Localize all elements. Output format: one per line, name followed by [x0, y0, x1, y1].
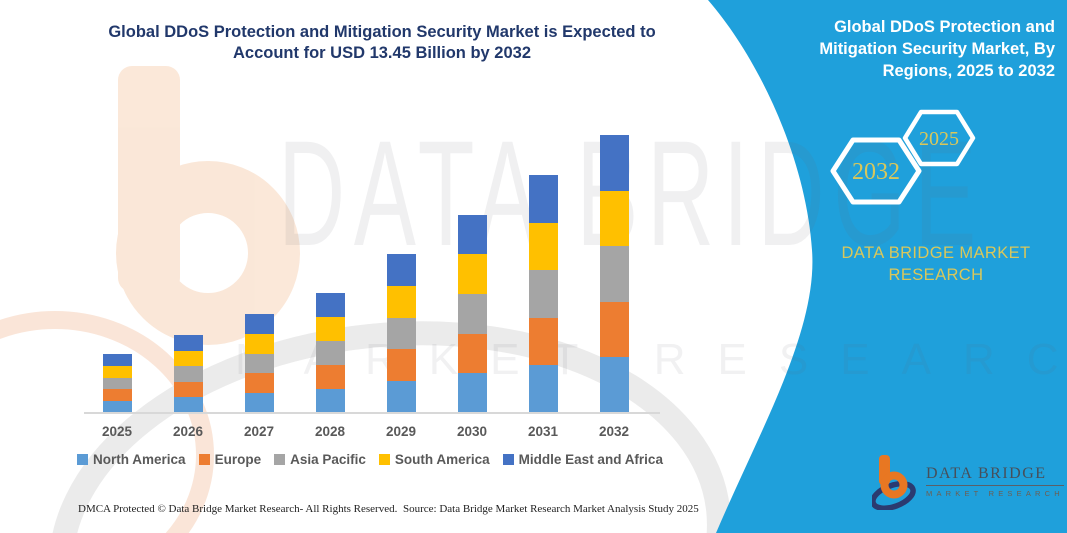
- bar-segment-south-america-2030: [457, 254, 487, 294]
- bar-segment-europe-2029: [386, 349, 416, 382]
- bar-segment-asia-pacific-2032: [599, 246, 629, 302]
- bar-segment-south-america-2032: [599, 190, 629, 247]
- bar-segment-south-america-2028: [315, 317, 345, 342]
- bar-segment-asia-pacific-2031: [528, 270, 558, 318]
- bar-segment-south-america-2029: [386, 285, 416, 318]
- x-axis-label-2028: 2028: [314, 424, 346, 439]
- bar-segment-europe-2028: [315, 365, 345, 390]
- bar-segment-asia-pacific-2028: [315, 341, 345, 366]
- logo-b-icon: [872, 455, 916, 510]
- legend-item-asia-pacific: Asia Pacific: [274, 452, 366, 467]
- bar-segment-middle-east-and-africa-2030: [457, 214, 487, 255]
- hexagon-badge-2025: 2025: [902, 109, 976, 167]
- x-axis-label-2032: 2032: [598, 424, 630, 439]
- bar-2032: [599, 135, 629, 413]
- bar-segment-north-america-2027: [244, 393, 274, 413]
- x-axis-label-2027: 2027: [243, 424, 275, 439]
- x-axis-label-2029: 2029: [385, 424, 417, 439]
- bar-2028: [315, 293, 345, 413]
- x-axis-label-2031: 2031: [527, 424, 559, 439]
- bar-2027: [244, 313, 274, 413]
- bar-segment-south-america-2025: [102, 365, 132, 378]
- bar-segment-north-america-2030: [457, 373, 487, 413]
- bar-segment-middle-east-and-africa-2028: [315, 293, 345, 318]
- bar-segment-europe-2027: [244, 373, 274, 394]
- bar-segment-asia-pacific-2025: [102, 377, 132, 390]
- logo-text-block: DATA BRIDGE MARKET RESEARCH: [926, 465, 1064, 498]
- bar-segment-north-america-2029: [386, 381, 416, 413]
- chart-legend: North America Europe Asia Pacific South Ame…: [50, 452, 690, 467]
- bar-segment-middle-east-and-africa-2027: [244, 313, 274, 334]
- legend-label: Middle East and Africa: [518, 452, 663, 467]
- panel-title-line3: Regions, 2025 to 2032: [882, 62, 1055, 80]
- hexagon-2025-label: 2025: [919, 128, 959, 150]
- x-axis-label-2026: 2026: [172, 424, 204, 439]
- bar-segment-north-america-2025: [102, 401, 132, 413]
- panel-title-line2: Mitigation Security Market, By: [819, 40, 1055, 58]
- bar-segment-europe-2031: [528, 317, 558, 366]
- legend-label: Asia Pacific: [290, 452, 366, 467]
- panel-brand-caption-line2: RESEARCH: [888, 266, 984, 284]
- legend-item-north-america: North America: [77, 452, 186, 467]
- panel-brand-caption: DATA BRIDGE MARKET RESEARCH: [812, 242, 1060, 286]
- legend-item-europe: Europe: [198, 452, 262, 467]
- legend-item-middle-east-and-africa: Middle East and Africa: [502, 452, 663, 467]
- panel-brand-caption-line1: DATA BRIDGE MARKET: [841, 244, 1031, 262]
- bar-segment-north-america-2026: [173, 397, 203, 413]
- bar-segment-south-america-2031: [528, 222, 558, 271]
- bar-segment-middle-east-and-africa-2032: [599, 135, 629, 191]
- page-title-line2: Account for USD 13.45 Billion by 2032: [233, 44, 531, 62]
- x-axis-label-2025: 2025: [101, 424, 133, 439]
- bar-segment-middle-east-and-africa-2029: [386, 253, 416, 286]
- page-title-line1: Global DDoS Protection and Mitigation Se…: [108, 23, 656, 41]
- legend-swatch-icon: [77, 454, 89, 465]
- hexagon-badge-2032: 2032: [830, 137, 922, 205]
- bar-segment-north-america-2032: [599, 357, 629, 413]
- bar-2031: [528, 175, 558, 413]
- bar-segment-europe-2030: [457, 333, 487, 374]
- bar-segment-asia-pacific-2029: [386, 317, 416, 350]
- bar-segment-middle-east-and-africa-2031: [528, 175, 558, 223]
- bar-segment-asia-pacific-2027: [244, 353, 274, 374]
- brand-logo: DATA BRIDGE MARKET RESEARCH: [872, 452, 1064, 510]
- legend-swatch-icon: [274, 454, 286, 465]
- bar-2026: [173, 335, 203, 413]
- legend-swatch-icon: [502, 454, 514, 465]
- bar-segment-north-america-2028: [315, 389, 345, 413]
- x-axis-label-2030: 2030: [456, 424, 488, 439]
- bar-segment-middle-east-and-africa-2025: [102, 354, 132, 366]
- footer-source-text: Source: Data Bridge Market Research Mark…: [403, 503, 699, 515]
- panel-title: Global DDoS Protection and Mitigation Se…: [777, 16, 1055, 82]
- legend-label: South America: [394, 452, 490, 467]
- bar-segment-asia-pacific-2030: [457, 293, 487, 334]
- bar-segment-europe-2032: [599, 301, 629, 358]
- bar-2029: [386, 253, 416, 413]
- bar-segment-north-america-2031: [528, 365, 558, 413]
- bar-segment-middle-east-and-africa-2026: [173, 335, 203, 351]
- bar-segment-south-america-2026: [173, 350, 203, 367]
- logo-subtitle: MARKET RESEARCH: [926, 488, 1064, 498]
- bar-segment-south-america-2027: [244, 333, 274, 354]
- legend-swatch-icon: [198, 454, 210, 465]
- bar-2030: [457, 214, 487, 413]
- x-axis-line: [84, 412, 660, 414]
- logo-name: DATA BRIDGE: [926, 465, 1064, 486]
- page-title: Global DDoS Protection and Mitigation Se…: [42, 22, 722, 64]
- legend-label: Europe: [214, 452, 262, 467]
- legend-label: North America: [93, 452, 186, 467]
- legend-swatch-icon: [378, 454, 390, 465]
- hexagon-2032-label: 2032: [852, 159, 900, 185]
- bar-segment-asia-pacific-2026: [173, 366, 203, 382]
- bar-2025: [102, 354, 132, 413]
- bar-segment-europe-2026: [173, 381, 203, 398]
- legend-item-south-america: South America: [378, 452, 490, 467]
- footer-dmca-text: DMCA Protected © Data Bridge Market Rese…: [78, 503, 398, 515]
- bar-segment-europe-2025: [102, 389, 132, 402]
- panel-title-line1: Global DDoS Protection and: [834, 18, 1055, 36]
